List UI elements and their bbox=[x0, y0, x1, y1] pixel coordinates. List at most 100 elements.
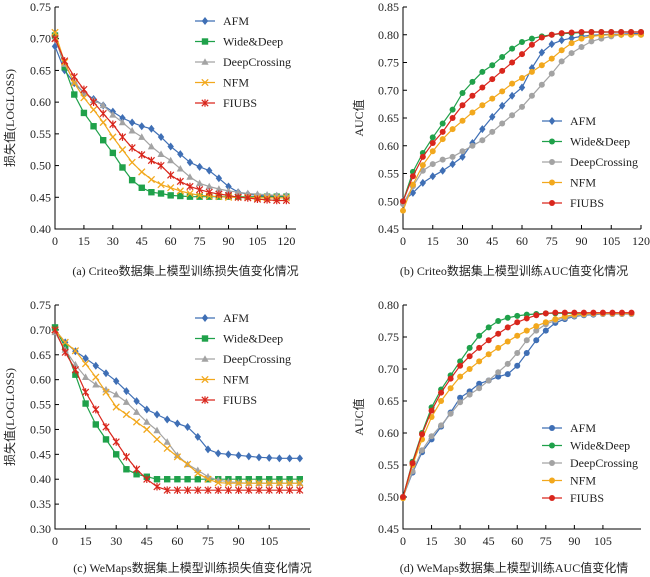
x-tick-label: 45 bbox=[483, 534, 495, 548]
data-point bbox=[504, 324, 511, 331]
data-point bbox=[466, 344, 473, 351]
data-point bbox=[568, 50, 575, 57]
y-axis-label: AUC值 bbox=[351, 398, 366, 435]
legend-label: Wide&Deep bbox=[570, 135, 630, 149]
data-point bbox=[499, 53, 506, 60]
y-tick-label: 0.70 bbox=[378, 83, 399, 97]
x-tick-label: 15 bbox=[427, 234, 439, 248]
data-point bbox=[225, 182, 232, 191]
chart-caption: (d) WeMaps数据集上模型训练AUC值变化情 bbox=[400, 560, 628, 575]
y-tick-label: 0.80 bbox=[378, 298, 399, 312]
data-point bbox=[157, 190, 165, 197]
y-tick-label: 0.40 bbox=[30, 222, 51, 236]
data-point bbox=[194, 432, 201, 441]
y-tick-label: 0.75 bbox=[30, 0, 51, 14]
y-tick-label: 0.30 bbox=[30, 522, 51, 536]
legend-label: DeepCrossing bbox=[223, 55, 291, 69]
data-point bbox=[479, 84, 486, 91]
data-point bbox=[528, 68, 535, 75]
legend-label: DeepCrossing bbox=[223, 352, 291, 366]
y-tick-label: 0.40 bbox=[30, 472, 51, 486]
data-point bbox=[195, 191, 204, 200]
data-point bbox=[99, 118, 107, 127]
series-fiubs bbox=[400, 309, 635, 500]
data-point bbox=[205, 182, 213, 190]
data-point bbox=[519, 38, 525, 45]
data-point bbox=[92, 405, 100, 414]
y-tick-label: 0.60 bbox=[378, 426, 399, 440]
y-axis-label: 损失值(LOGLOSS) bbox=[2, 69, 17, 167]
x-tick-label: 105 bbox=[248, 234, 266, 248]
data-point bbox=[70, 72, 78, 81]
data-point bbox=[112, 403, 120, 411]
x-tick-label: 105 bbox=[602, 234, 620, 248]
series-fiubs bbox=[51, 326, 304, 494]
data-point bbox=[186, 193, 194, 200]
data-point bbox=[186, 173, 194, 180]
data-point bbox=[147, 156, 156, 165]
y-tick-label: 0.75 bbox=[378, 56, 399, 70]
series-fiubs bbox=[51, 34, 290, 205]
y-tick-label: 0.85 bbox=[378, 0, 399, 14]
data-point bbox=[449, 160, 456, 169]
data-point bbox=[128, 144, 136, 152]
data-point bbox=[184, 422, 191, 431]
data-point bbox=[578, 28, 585, 35]
data-point bbox=[485, 351, 492, 358]
data-point bbox=[628, 309, 635, 316]
legend-label: DeepCrossing bbox=[570, 456, 638, 470]
data-point bbox=[70, 78, 78, 85]
legend-marker bbox=[549, 159, 555, 165]
data-point bbox=[113, 377, 120, 386]
data-point bbox=[568, 29, 575, 36]
data-point bbox=[498, 101, 506, 110]
data-point bbox=[489, 112, 496, 121]
data-point bbox=[90, 123, 97, 130]
data-point bbox=[167, 184, 175, 192]
data-point bbox=[429, 148, 436, 155]
y-tick-label: 0.55 bbox=[378, 167, 399, 181]
data-point bbox=[457, 358, 464, 365]
y-tick-label: 0.60 bbox=[30, 373, 51, 387]
data-point bbox=[533, 312, 540, 319]
legend-marker bbox=[549, 138, 555, 145]
series-line bbox=[402, 31, 641, 202]
x-tick-label: 45 bbox=[486, 234, 498, 248]
y-tick-label: 0.45 bbox=[30, 447, 51, 461]
data-point bbox=[133, 397, 140, 406]
data-point bbox=[167, 171, 175, 179]
data-point bbox=[224, 191, 233, 200]
legend-label: NFM bbox=[223, 373, 249, 387]
data-point bbox=[235, 478, 243, 486]
data-point bbox=[119, 164, 126, 171]
data-point bbox=[176, 187, 184, 195]
data-point bbox=[118, 133, 127, 141]
legend-marker bbox=[549, 179, 555, 186]
data-point bbox=[163, 486, 171, 494]
x-tick-label: 45 bbox=[136, 234, 148, 248]
y-tick-label: 0.50 bbox=[378, 490, 399, 504]
y-tick-label: 0.80 bbox=[378, 28, 399, 42]
series-fiubs bbox=[400, 28, 644, 205]
data-point bbox=[100, 137, 107, 144]
legend: AFM Wide&Deep DeepCrossing NFM FIUBS bbox=[542, 114, 638, 210]
y-tick-label: 0.45 bbox=[378, 522, 399, 536]
x-tick-label: 30 bbox=[454, 534, 466, 548]
data-point bbox=[263, 196, 271, 204]
data-point bbox=[153, 410, 161, 419]
data-point bbox=[286, 476, 293, 483]
data-point bbox=[296, 479, 304, 487]
legend-marker bbox=[549, 200, 555, 206]
legend-label: AFM bbox=[570, 114, 596, 128]
data-point bbox=[533, 337, 540, 344]
data-point bbox=[157, 161, 165, 170]
data-point bbox=[255, 476, 263, 483]
data-point bbox=[92, 373, 100, 381]
data-point bbox=[296, 454, 303, 463]
data-point bbox=[82, 373, 90, 380]
data-point bbox=[449, 153, 456, 160]
chart-caption: (b) Criteo数据集上模型训练AUC值变化情况 bbox=[400, 263, 628, 278]
legend-label: NFM bbox=[570, 176, 596, 190]
legend-marker bbox=[201, 335, 209, 342]
data-point bbox=[206, 166, 213, 175]
